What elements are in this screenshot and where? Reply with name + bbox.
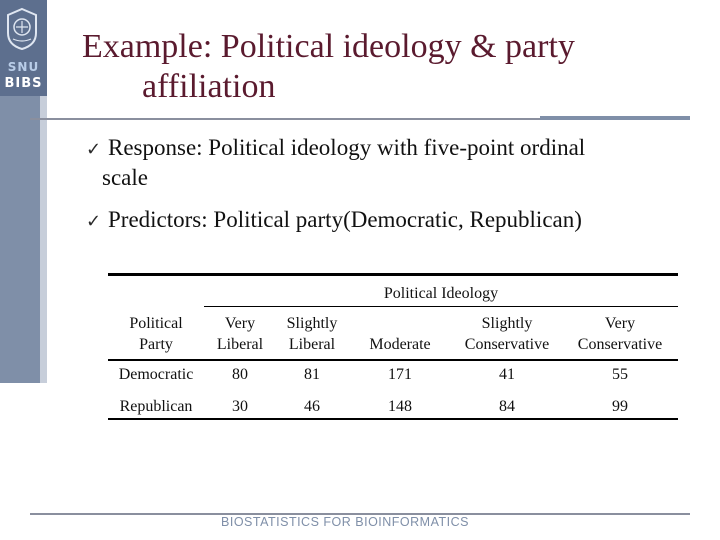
bullet-response-text: Response: Political ideology with five-p… bbox=[108, 135, 586, 160]
table-header-rule bbox=[108, 359, 678, 361]
table-header-party: Political Party bbox=[108, 313, 204, 355]
logo-snu-text: SNU bbox=[7, 60, 40, 74]
slide-title: Example: Political ideology & party affi… bbox=[82, 27, 682, 107]
university-emblem-icon bbox=[7, 7, 37, 51]
bullet-response: ✓ Response: Political ideology with five-… bbox=[86, 134, 696, 192]
table-header-line: Political bbox=[129, 315, 183, 332]
table-cell: 81 bbox=[304, 366, 320, 383]
table-header-line: Conservative bbox=[577, 336, 663, 353]
bullet-predictors: ✓ Predictors: Political party(Democratic,… bbox=[86, 206, 696, 236]
table-top-rule bbox=[108, 273, 678, 276]
table-cell: 99 bbox=[612, 398, 628, 415]
table-header-line: Liberal bbox=[288, 336, 336, 353]
bullet-predictors-text: Predictors: Political party(Democratic, … bbox=[108, 207, 582, 232]
table-header-very-conservative: Very Conservative bbox=[566, 313, 674, 355]
slide-title-line2: affiliation bbox=[142, 68, 276, 105]
table-cell: 46 bbox=[304, 398, 320, 415]
table-header-slightly-conservative: Slightly Conservative bbox=[452, 313, 562, 355]
table-header-line: Very bbox=[604, 315, 636, 332]
table-span-rule bbox=[204, 306, 678, 307]
table-cell: 55 bbox=[612, 366, 628, 383]
slide-title-line1: Example: Political ideology & party bbox=[82, 28, 575, 65]
table-cell-row-label: Republican bbox=[119, 398, 193, 415]
table-header-line: Party bbox=[139, 336, 173, 353]
table-cell: 84 bbox=[499, 398, 515, 415]
title-divider bbox=[30, 118, 690, 120]
table-header-moderate: Moderate bbox=[352, 313, 448, 355]
table-header-line bbox=[352, 313, 448, 334]
check-mark-icon: ✓ bbox=[86, 139, 102, 160]
table-header-very-liberal: Very Liberal bbox=[208, 313, 272, 355]
footer-divider bbox=[30, 513, 690, 515]
table-header-slightly-liberal: Slightly Liberal bbox=[276, 313, 348, 355]
title-divider-accent bbox=[540, 116, 690, 120]
table-header-line: Liberal bbox=[216, 336, 264, 353]
logo-bibs-text: BIBS bbox=[4, 76, 43, 91]
table-header-line: Very bbox=[224, 315, 256, 332]
sidebar-shade bbox=[40, 0, 47, 383]
table-header-line: Moderate bbox=[369, 336, 431, 353]
table-bottom-rule bbox=[108, 418, 678, 420]
table-cell-row-label: Democratic bbox=[118, 366, 194, 383]
footer-text: BIOSTATISTICS FOR BIOINFORMATICS bbox=[221, 515, 469, 529]
table-cell: 30 bbox=[232, 398, 248, 415]
university-logo: SNU BIBS bbox=[0, 0, 47, 96]
table-cell: 41 bbox=[499, 366, 515, 383]
table-cell: 148 bbox=[388, 398, 412, 415]
table-header-line: Slightly bbox=[481, 315, 533, 332]
check-mark-icon: ✓ bbox=[86, 211, 102, 232]
table-cell: 171 bbox=[388, 366, 412, 383]
bullet-response-continuation: scale bbox=[102, 165, 148, 190]
table-header-line: Slightly bbox=[286, 315, 338, 332]
table-span-header: Political Ideology bbox=[383, 285, 499, 302]
table-header-line: Conservative bbox=[464, 336, 550, 353]
table-cell: 80 bbox=[232, 366, 248, 383]
